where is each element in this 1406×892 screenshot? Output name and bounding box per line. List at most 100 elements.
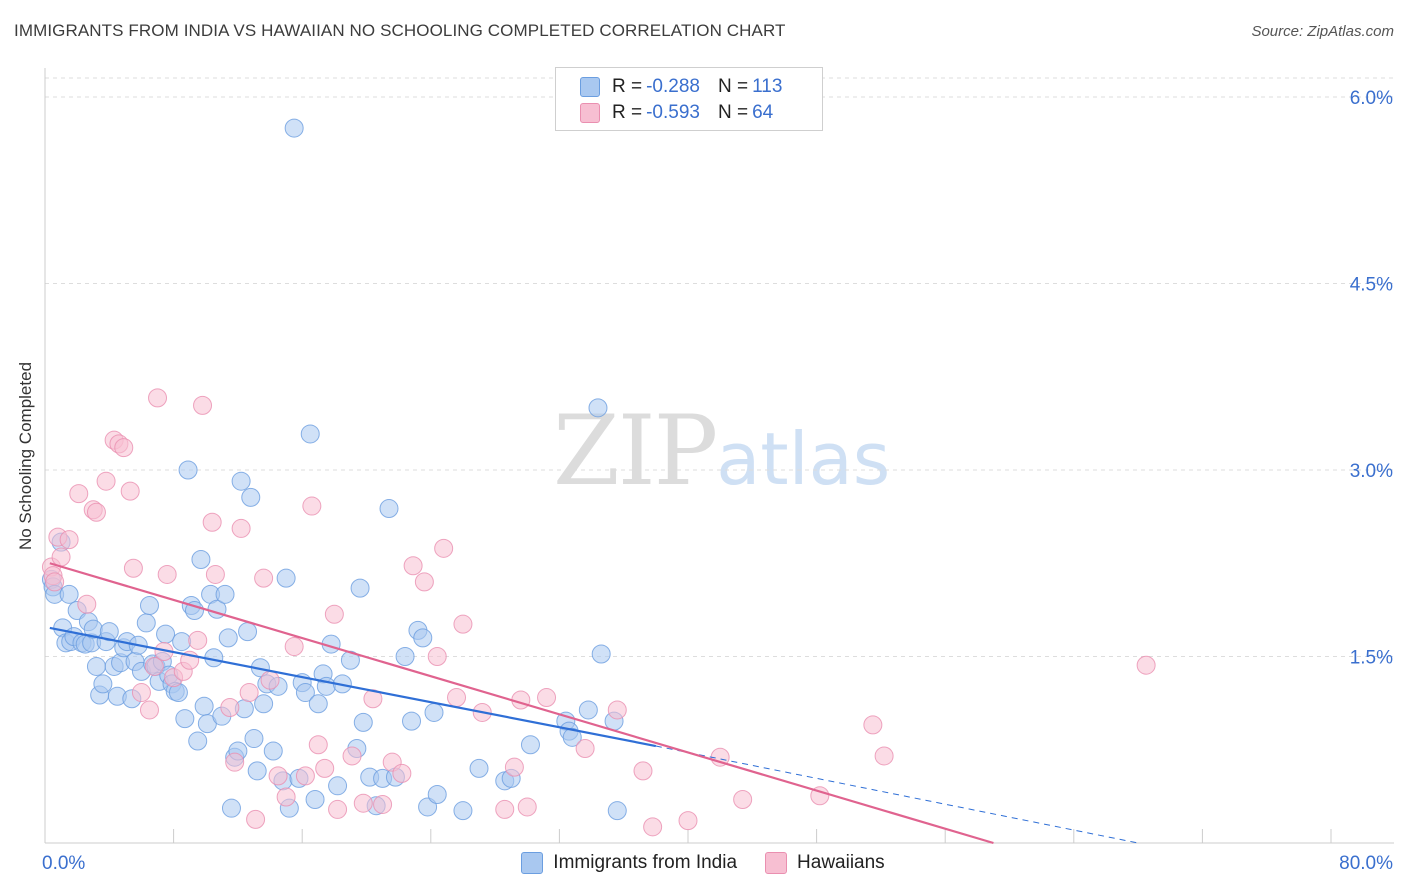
legend-item-hawaiians: Hawaiians (765, 852, 885, 874)
india-point (244, 729, 264, 749)
hawaiian-point (733, 789, 753, 809)
hawaiian-point (77, 594, 97, 614)
hawaiian-point (504, 757, 524, 777)
hawaiian-point (148, 388, 168, 408)
hawaiian-point (302, 496, 322, 516)
india-point (300, 424, 320, 444)
hawaiian-point (342, 746, 362, 766)
india-point (93, 674, 113, 694)
y-tick-label: 6.0% (1350, 88, 1393, 109)
source-note: Source: ZipAtlas.com (1251, 23, 1394, 40)
india-point (588, 398, 608, 418)
hawaiian-point (863, 715, 883, 735)
india-point (607, 801, 627, 821)
india-point (284, 118, 304, 138)
correlation-legend: R = -0.288 N = 113 R = -0.593 N = 64 (555, 67, 823, 131)
india-point (86, 656, 106, 676)
axes (44, 68, 1394, 844)
india-point (172, 632, 192, 652)
hawaiian-point (403, 556, 423, 576)
hawaiian-point (239, 683, 259, 703)
hawaiian-point (495, 799, 515, 819)
india-point (578, 700, 598, 720)
india-point (136, 613, 156, 633)
india-point (413, 628, 433, 648)
hawaiian-point (874, 746, 894, 766)
watermark: ZIPatlas (553, 395, 890, 507)
legend-n-label: N = (717, 76, 749, 97)
india-point (562, 727, 582, 747)
hawaiian-point (193, 395, 213, 415)
hawaiian-point (131, 683, 151, 703)
hawaiian-point (220, 697, 240, 717)
india-point (379, 499, 399, 519)
india-trend-extension (655, 745, 1139, 844)
legend-r-value: -0.288 (646, 76, 700, 97)
india-point (99, 622, 119, 642)
hawaiian-point (633, 761, 653, 781)
legend-swatch-hawaiians (580, 103, 600, 123)
chart-title: IMMIGRANTS FROM INDIA VS HAWAIIAN NO SCH… (14, 21, 786, 40)
hawaiian-point (157, 564, 177, 584)
hawaiian-point (268, 766, 288, 786)
legend-r-label: R = (612, 102, 643, 123)
india-point (156, 624, 176, 644)
hawaiian-point (373, 794, 393, 814)
india-point (469, 758, 489, 778)
legend-row-hawaiians: R = -0.593 N = 64 (580, 101, 773, 125)
india-point (215, 584, 235, 604)
x-tick-min: 0.0% (42, 853, 86, 874)
india-point (231, 471, 251, 491)
hawaiian-point (315, 758, 335, 778)
legend-n-label: N = (717, 102, 749, 123)
hawaiian-point (678, 811, 698, 831)
hawaiian-point (427, 647, 447, 666)
india-point (221, 798, 241, 818)
india-point (424, 702, 444, 722)
y-tick-label: 4.5% (1350, 275, 1393, 296)
hawaiian-point (188, 630, 208, 650)
hawaiian-point (276, 787, 296, 807)
hawaiian-point (643, 817, 663, 837)
y-axis-label-wrap: No Schooling Completed (16, 268, 36, 550)
hawaiian-point (260, 670, 280, 690)
india-point (276, 568, 296, 588)
hawaiian-point (59, 530, 79, 550)
india-point (328, 776, 348, 796)
india-point (175, 709, 195, 729)
hawaiian-point (295, 766, 315, 786)
hawaiian-point (537, 688, 557, 708)
x-tick-max: 80.0% (1339, 853, 1393, 874)
india-point (218, 628, 238, 648)
india-point (241, 487, 261, 507)
india-point (254, 694, 274, 714)
watermark-zip: ZIP (553, 395, 718, 507)
india-point (308, 694, 328, 714)
hawaiian-point (202, 512, 222, 532)
india-point (520, 735, 540, 755)
hawaiian-point (123, 558, 143, 578)
hawaiian-point (246, 809, 266, 829)
gridlines (45, 77, 1394, 657)
india-point (194, 696, 214, 716)
india-point (139, 596, 159, 616)
legend-label-hawaiians: Hawaiians (797, 852, 885, 873)
hawaiian-point (308, 735, 328, 755)
y-tick-label: 3.0% (1350, 461, 1393, 482)
india-point (353, 712, 373, 732)
india-trend-line (49, 626, 657, 748)
legend-n-value: 113 (752, 76, 783, 97)
hawaiian-point (324, 604, 344, 624)
india-point (178, 460, 198, 480)
hawaiian-point (51, 547, 71, 567)
hawaiian-point (45, 572, 65, 592)
y-tick-label: 1.5% (1350, 648, 1393, 669)
india-point (191, 550, 211, 570)
hawaiian-point (434, 538, 454, 558)
hawaiian-point (144, 656, 164, 676)
india-point (184, 600, 204, 620)
india-point (247, 761, 267, 781)
hawaiian-point (205, 564, 225, 584)
hawaiian-point (392, 763, 412, 783)
